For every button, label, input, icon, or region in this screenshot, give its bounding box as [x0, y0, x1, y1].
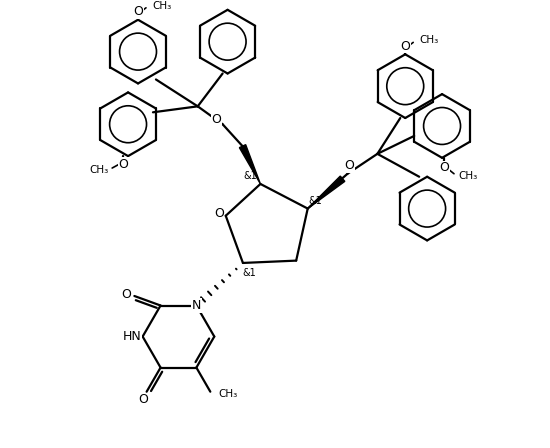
Text: O: O: [122, 289, 131, 302]
Text: O: O: [439, 161, 449, 174]
Text: &1: &1: [244, 171, 257, 181]
Text: O: O: [133, 5, 143, 18]
Text: O: O: [400, 40, 410, 53]
Text: O: O: [214, 207, 224, 220]
Text: CH₃: CH₃: [218, 389, 238, 399]
Text: CH₃: CH₃: [152, 1, 171, 11]
Text: O: O: [212, 113, 222, 126]
Text: &1: &1: [242, 268, 256, 278]
Text: O: O: [139, 393, 148, 406]
Text: HN: HN: [123, 330, 142, 343]
Text: &1: &1: [309, 196, 322, 206]
Text: CH₃: CH₃: [89, 165, 108, 175]
Text: N: N: [192, 299, 201, 312]
Polygon shape: [307, 176, 345, 209]
Text: O: O: [345, 159, 354, 172]
Text: CH₃: CH₃: [458, 171, 477, 181]
Text: O: O: [118, 158, 128, 171]
Polygon shape: [239, 145, 261, 184]
Text: CH₃: CH₃: [419, 35, 438, 45]
